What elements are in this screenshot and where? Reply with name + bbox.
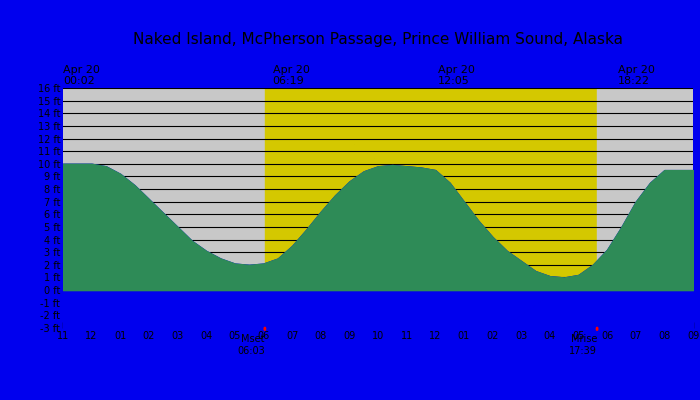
- Title: Naked Island, McPherson Passage, Prince William Sound, Alaska: Naked Island, McPherson Passage, Prince …: [133, 32, 623, 46]
- Text: Apr 20
12:05: Apr 20 12:05: [438, 64, 475, 86]
- Text: Apr 20
06:19: Apr 20 06:19: [272, 64, 309, 86]
- Text: Apr 20
18:22: Apr 20 18:22: [617, 64, 654, 86]
- Bar: [265, 88, 597, 328]
- Text: Mrise
17:39: Mrise 17:39: [569, 334, 597, 356]
- Bar: [63, 88, 265, 328]
- Text: Apr 20
00:02: Apr 20 00:02: [63, 64, 100, 86]
- Text: Mset
06:03: Mset 06:03: [237, 334, 265, 356]
- Bar: [597, 88, 693, 328]
